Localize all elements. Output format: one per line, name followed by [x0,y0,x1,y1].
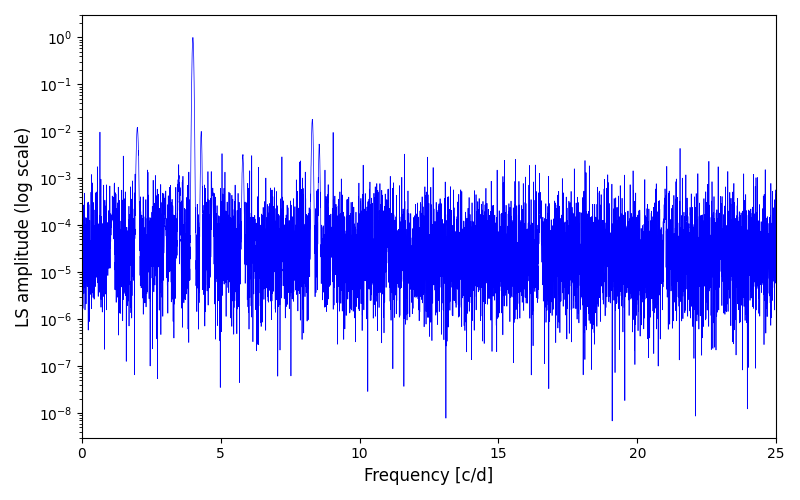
X-axis label: Frequency [c/d]: Frequency [c/d] [364,467,494,485]
Y-axis label: LS amplitude (log scale): LS amplitude (log scale) [15,126,33,326]
